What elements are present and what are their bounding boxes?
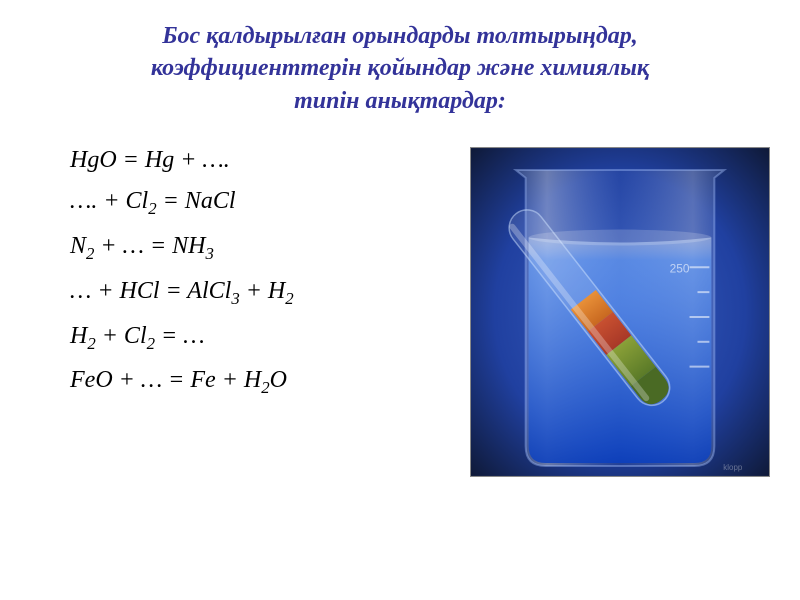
equation-6: FeO + … = Fe + H2O	[70, 367, 450, 398]
equation-4: … + HCl = AlCl3 + H2	[70, 278, 450, 309]
title-line-2: коэффициенттерін қойындар және химиялық	[30, 52, 770, 84]
equations-list: HgO = Hg + …. …. + Cl2 = NaCl N2 + … = N…	[30, 147, 450, 412]
equation-3: N2 + … = NH3	[70, 233, 450, 264]
chemistry-image: 250	[470, 147, 770, 477]
content-area: HgO = Hg + …. …. + Cl2 = NaCl N2 + … = N…	[30, 147, 770, 477]
equation-2: …. + Cl2 = NaCl	[70, 188, 450, 219]
svg-text:250: 250	[670, 261, 690, 275]
title-line-3: типін анықтардар:	[30, 85, 770, 117]
title-line-1: Бос қалдырылған орындарды толтырыңдар,	[30, 20, 770, 52]
slide-title: Бос қалдырылған орындарды толтырыңдар, к…	[30, 20, 770, 117]
equation-5: H2 + Cl2 = …	[70, 323, 450, 354]
test-tube-illustration: 250	[471, 148, 769, 476]
svg-text:klopp: klopp	[723, 463, 743, 472]
equation-1: HgO = Hg + ….	[70, 147, 450, 174]
